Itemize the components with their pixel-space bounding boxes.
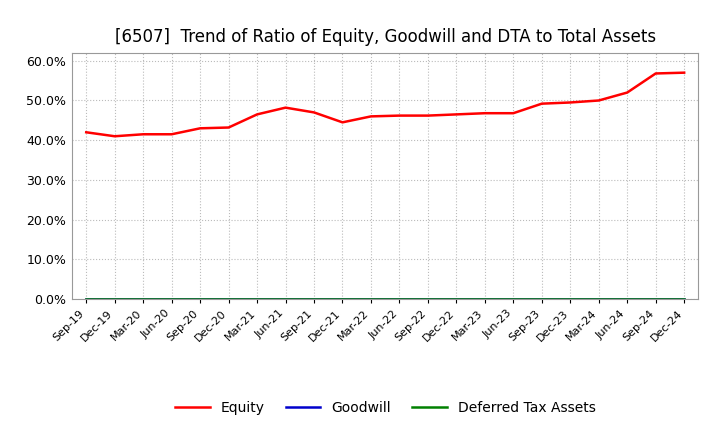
Equity xyxy=(196,126,204,131)
Goodwill xyxy=(423,297,432,302)
Deferred Tax Assets xyxy=(167,297,176,302)
Deferred Tax Assets xyxy=(310,297,318,302)
Line: Equity: Equity xyxy=(86,73,684,136)
Deferred Tax Assets xyxy=(566,297,575,302)
Equity xyxy=(623,90,631,95)
Legend: Equity, Goodwill, Deferred Tax Assets: Equity, Goodwill, Deferred Tax Assets xyxy=(169,395,601,420)
Equity xyxy=(680,70,688,75)
Goodwill xyxy=(110,297,119,302)
Goodwill xyxy=(623,297,631,302)
Goodwill xyxy=(366,297,375,302)
Goodwill xyxy=(595,297,603,302)
Deferred Tax Assets xyxy=(537,297,546,302)
Deferred Tax Assets xyxy=(253,297,261,302)
Deferred Tax Assets xyxy=(509,297,518,302)
Equity xyxy=(366,114,375,119)
Equity xyxy=(509,110,518,116)
Equity xyxy=(595,98,603,103)
Equity xyxy=(566,100,575,105)
Deferred Tax Assets xyxy=(282,297,290,302)
Equity xyxy=(139,132,148,137)
Goodwill xyxy=(253,297,261,302)
Goodwill xyxy=(167,297,176,302)
Deferred Tax Assets xyxy=(595,297,603,302)
Equity xyxy=(225,125,233,130)
Goodwill xyxy=(395,297,404,302)
Goodwill xyxy=(537,297,546,302)
Equity xyxy=(395,113,404,118)
Deferred Tax Assets xyxy=(366,297,375,302)
Deferred Tax Assets xyxy=(623,297,631,302)
Goodwill xyxy=(139,297,148,302)
Equity xyxy=(423,113,432,118)
Goodwill xyxy=(680,297,688,302)
Goodwill xyxy=(196,297,204,302)
Deferred Tax Assets xyxy=(680,297,688,302)
Equity xyxy=(452,112,461,117)
Equity xyxy=(253,112,261,117)
Goodwill xyxy=(652,297,660,302)
Equity xyxy=(652,71,660,76)
Equity xyxy=(167,132,176,137)
Equity xyxy=(537,101,546,106)
Equity xyxy=(110,134,119,139)
Equity xyxy=(480,110,489,116)
Deferred Tax Assets xyxy=(480,297,489,302)
Goodwill xyxy=(225,297,233,302)
Equity xyxy=(338,120,347,125)
Goodwill xyxy=(282,297,290,302)
Equity xyxy=(282,105,290,110)
Deferred Tax Assets xyxy=(652,297,660,302)
Goodwill xyxy=(452,297,461,302)
Deferred Tax Assets xyxy=(82,297,91,302)
Title: [6507]  Trend of Ratio of Equity, Goodwill and DTA to Total Assets: [6507] Trend of Ratio of Equity, Goodwil… xyxy=(114,28,656,46)
Goodwill xyxy=(310,297,318,302)
Deferred Tax Assets xyxy=(225,297,233,302)
Deferred Tax Assets xyxy=(452,297,461,302)
Goodwill xyxy=(509,297,518,302)
Deferred Tax Assets xyxy=(423,297,432,302)
Goodwill xyxy=(480,297,489,302)
Equity xyxy=(82,130,91,135)
Deferred Tax Assets xyxy=(196,297,204,302)
Goodwill xyxy=(338,297,347,302)
Deferred Tax Assets xyxy=(139,297,148,302)
Deferred Tax Assets xyxy=(110,297,119,302)
Goodwill xyxy=(566,297,575,302)
Equity xyxy=(310,110,318,115)
Deferred Tax Assets xyxy=(338,297,347,302)
Deferred Tax Assets xyxy=(395,297,404,302)
Goodwill xyxy=(82,297,91,302)
